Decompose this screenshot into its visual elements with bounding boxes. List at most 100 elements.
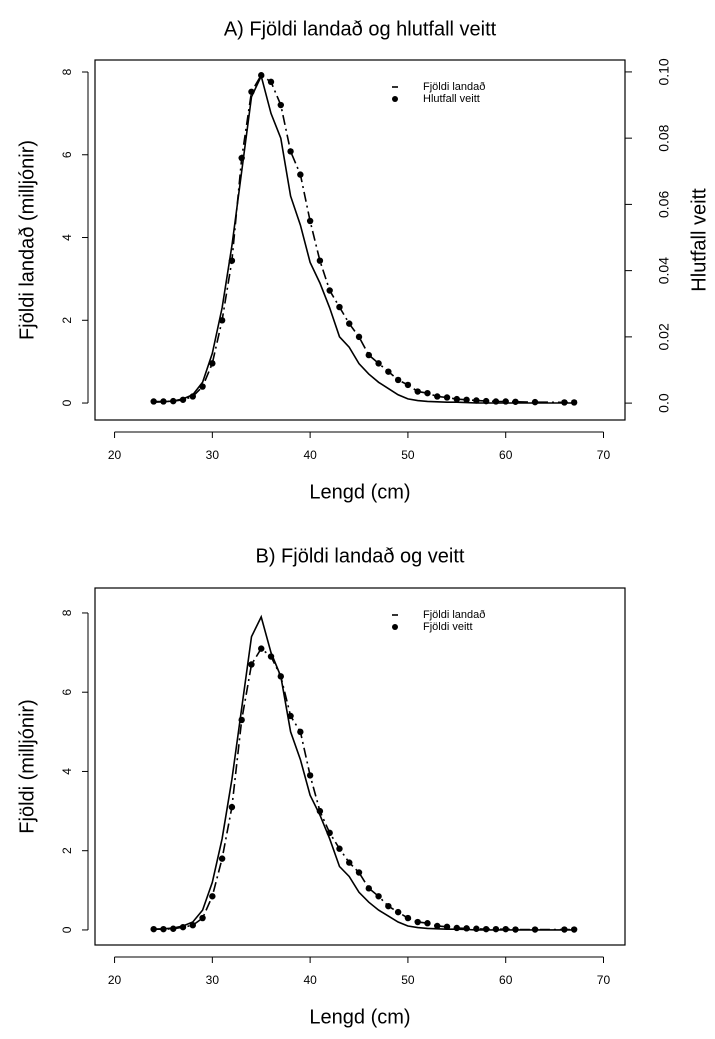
chart-title: A) Fjöldi landað og hlutfall veitt (224, 18, 497, 40)
x-tick-label: 70 (597, 448, 611, 462)
data-point (394, 908, 402, 916)
x-tick-label: 50 (401, 973, 415, 987)
data-point (443, 394, 451, 401)
legend-symbol (392, 96, 398, 102)
data-point (238, 154, 245, 162)
data-point (326, 829, 333, 837)
data-point (267, 78, 275, 86)
series-line (153, 647, 575, 931)
legend-label: Fjöldi landað (423, 81, 485, 93)
data-point (482, 925, 490, 933)
data-point (287, 712, 294, 720)
data-point (404, 381, 412, 389)
data-point (306, 217, 314, 225)
data-point (492, 398, 500, 405)
data-point (404, 914, 412, 922)
data-point (492, 925, 500, 933)
legend-label: Fjöldi veitt (423, 621, 473, 633)
y-tick-label: 8 (60, 68, 74, 75)
data-point (160, 398, 167, 405)
data-point (394, 376, 402, 384)
data-point (561, 926, 568, 933)
data-point (531, 926, 539, 933)
y2-axis-label: Hlutfall veitt (688, 188, 710, 292)
y-tick-label: 6 (60, 689, 74, 696)
data-point (512, 926, 519, 933)
data-point (267, 653, 275, 660)
y-tick-label: 0 (60, 926, 74, 933)
data-point (443, 923, 451, 930)
data-point (150, 398, 157, 405)
data-point (414, 918, 421, 926)
data-point (287, 148, 294, 155)
data-point (463, 925, 470, 932)
data-point (512, 398, 519, 405)
y-axis-label: Fjöldi (milljónir) (16, 699, 38, 833)
data-point (277, 673, 284, 680)
series-line (153, 73, 575, 404)
legend-symbol (392, 624, 398, 630)
data-point (424, 389, 431, 397)
data-point (424, 920, 431, 927)
x-tick-label: 60 (499, 448, 513, 462)
data-point (277, 101, 284, 109)
data-point (199, 914, 206, 922)
data-point (434, 393, 441, 400)
data-point (375, 360, 382, 367)
data-point (306, 772, 314, 779)
data-point (297, 171, 304, 178)
data-point (297, 728, 304, 736)
y2-tick-label: 0.06 (656, 191, 672, 218)
data-point (385, 902, 392, 910)
x-tick-label: 40 (303, 448, 317, 462)
y2-tick-label: 0.04 (656, 257, 672, 284)
data-point (209, 893, 216, 900)
data-point (482, 397, 490, 405)
data-point (346, 320, 353, 327)
x-tick-label: 20 (108, 973, 122, 987)
y-tick-label: 4 (60, 768, 74, 775)
y-tick-label: 0 (60, 399, 74, 406)
data-point (385, 368, 392, 375)
legend-label: Hlutfall veitt (423, 93, 480, 105)
data-point (502, 925, 509, 933)
data-point (502, 398, 509, 405)
series-line (153, 74, 575, 404)
series-line (153, 614, 575, 931)
data-point (463, 396, 470, 403)
data-point (473, 397, 480, 404)
plot-box (94, 587, 626, 946)
data-point (218, 855, 226, 862)
y-tick-label: 8 (60, 609, 74, 616)
y-tick-label: 2 (60, 317, 74, 324)
data-point (258, 645, 265, 652)
data-point (189, 921, 196, 929)
y2-tick-label: 0.10 (656, 58, 672, 85)
data-point (170, 925, 177, 932)
y-tick-label: 2 (60, 847, 74, 854)
data-point (355, 333, 363, 341)
data-point (414, 388, 421, 395)
x-tick-label: 50 (401, 448, 415, 462)
data-point (248, 661, 255, 668)
data-point (434, 922, 441, 930)
x-tick-label: 60 (499, 973, 513, 987)
x-tick-label: 70 (597, 973, 611, 987)
x-tick-label: 30 (206, 448, 220, 462)
data-point (160, 925, 167, 933)
plot-box (94, 59, 626, 421)
x-tick-label: 40 (303, 973, 317, 987)
data-point (170, 397, 177, 405)
data-point (228, 257, 236, 264)
data-point (179, 396, 187, 403)
x-tick-label: 20 (108, 448, 122, 462)
data-point (473, 925, 480, 932)
data-point (258, 72, 265, 79)
data-point (326, 287, 333, 294)
x-axis-label: Lengd (cm) (309, 481, 410, 503)
data-point (375, 893, 382, 900)
data-point (336, 845, 343, 852)
data-point (209, 360, 216, 367)
data-point (238, 716, 245, 724)
